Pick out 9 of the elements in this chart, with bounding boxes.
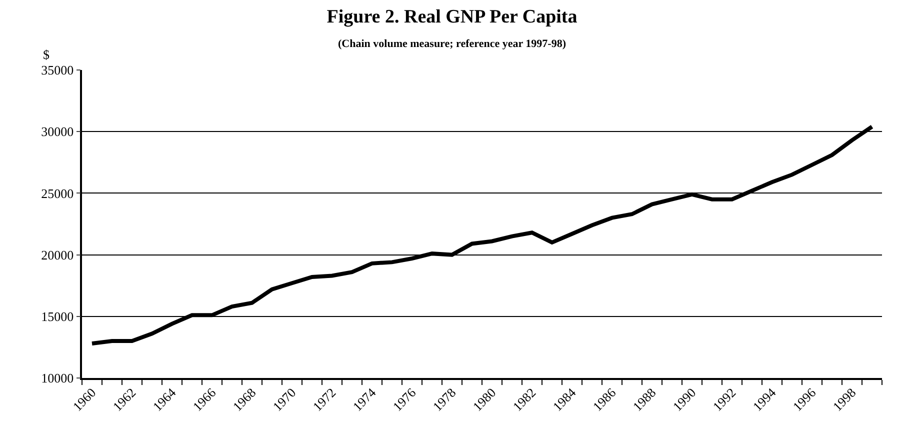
y-tick-label: 20000 (41, 247, 74, 262)
y-axis-title: $ (43, 47, 50, 62)
y-tick-label: 10000 (41, 370, 74, 386)
chart-subtitle: (Chain volume measure; reference year 1997-98) (338, 38, 566, 50)
y-tick-label: 25000 (41, 186, 74, 201)
chart-title: Figure 2. Real GNP Per Capita (326, 6, 578, 28)
y-tick-label: 30000 (41, 124, 74, 140)
y-tick-label: 35000 (41, 62, 74, 78)
y-tick-label: 15000 (41, 308, 74, 324)
